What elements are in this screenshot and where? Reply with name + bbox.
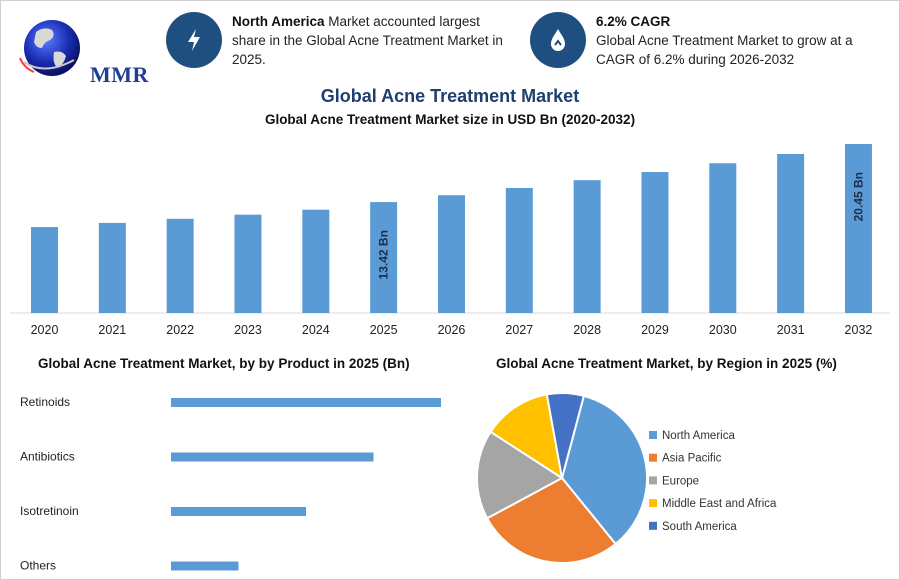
bar-chart-title: Global Acne Treatment Market size in USD… xyxy=(264,112,636,127)
x-tick-label: 2029 xyxy=(641,323,669,337)
highlight-cagr: 6.2% CAGR Global Acne Treatment Market to… xyxy=(530,12,880,69)
x-tick-label: 2030 xyxy=(709,323,737,337)
legend-label: Europe xyxy=(662,475,699,487)
y-tick-label: Retinoids xyxy=(20,395,70,409)
bar xyxy=(777,153,805,313)
highlight-text: North America Market accounted largest s… xyxy=(232,12,506,69)
y-tick-label: Isotretinoin xyxy=(20,504,79,518)
product-bar-chart: Retinoids Antibiotics Isotretinoin Others xyxy=(20,395,441,573)
bar xyxy=(302,209,330,313)
bar xyxy=(98,222,126,313)
market-size-bar-chart: 2020 2021 2022 2023 2024 2025 13.42 Bn 2026 2027… xyxy=(10,144,890,337)
x-tick-label: 2023 xyxy=(234,323,262,337)
product-bar xyxy=(171,507,306,516)
highlight-body: Market accounted largest share in the Gl… xyxy=(232,14,503,67)
globe-icon xyxy=(19,20,80,76)
x-tick-label: 2032 xyxy=(845,323,873,337)
logo-text: MMR xyxy=(90,62,149,87)
legend-swatch xyxy=(649,476,657,485)
bar xyxy=(844,144,872,313)
highlight-bold: 6.2% CAGR xyxy=(596,14,671,29)
legend-label: South America xyxy=(662,521,737,533)
pie-slice xyxy=(476,430,564,520)
highlight-text: 6.2% CAGR Global Acne Treatment Market to… xyxy=(596,12,871,69)
bar xyxy=(641,172,669,313)
legend-swatch xyxy=(649,521,657,530)
mmr-logo: MMR xyxy=(14,12,148,87)
bar xyxy=(709,163,737,313)
x-tick-label: 2021 xyxy=(98,323,126,337)
bar-data-label: 13.42 Bn xyxy=(377,230,391,279)
bar xyxy=(505,187,533,313)
page-title: Global Acne Treatment Market xyxy=(320,86,580,106)
highlight-north-america: North America Market accounted largest s… xyxy=(166,12,506,69)
legend-swatch xyxy=(649,431,657,439)
legend-swatch xyxy=(649,453,657,462)
growth-drop-icon xyxy=(530,12,586,68)
legend-label: Asia Pacific xyxy=(662,453,722,465)
y-tick-label: Antibiotics xyxy=(20,450,75,464)
pie-slice xyxy=(485,476,618,564)
product-bar xyxy=(171,561,239,571)
x-tick-label: 2024 xyxy=(302,323,330,337)
region-pie-chart: North America Asia Pacific Europe Middle Ea… xyxy=(476,392,777,564)
bar xyxy=(31,227,58,313)
product-bar xyxy=(171,398,441,407)
x-tick-label: 2027 xyxy=(505,323,533,337)
pie-slice xyxy=(489,393,564,481)
x-tick-label: 2020 xyxy=(31,323,59,337)
legend-label: North America xyxy=(662,430,735,442)
bar-data-label: 20.45 Bn xyxy=(851,172,865,221)
x-tick-label: 2022 xyxy=(166,323,194,337)
product-bar xyxy=(171,452,374,462)
y-tick-label: Others xyxy=(20,559,56,573)
bar xyxy=(573,180,601,313)
region-chart-title: Global Acne Treatment Market, by Region … xyxy=(496,356,837,371)
x-tick-label: 2028 xyxy=(573,323,601,337)
highlight-body: Global Acne Treatment Market to grow at … xyxy=(596,33,853,67)
x-tick-label: 2031 xyxy=(777,323,805,337)
bar xyxy=(234,214,262,313)
product-chart-title: Global Acne Treatment Market, by by Prod… xyxy=(38,356,410,371)
bar xyxy=(437,195,465,313)
x-tick-label: 2025 xyxy=(370,323,398,337)
pie-slice xyxy=(560,394,648,546)
bar xyxy=(370,202,398,313)
legend-label: Middle East and Africa xyxy=(662,498,777,510)
bar xyxy=(166,218,194,313)
legend-swatch xyxy=(649,499,657,508)
pie-slice xyxy=(545,392,586,479)
x-tick-label: 2026 xyxy=(438,323,466,337)
lightning-icon xyxy=(166,12,222,68)
highlight-bold: North America xyxy=(232,14,325,29)
